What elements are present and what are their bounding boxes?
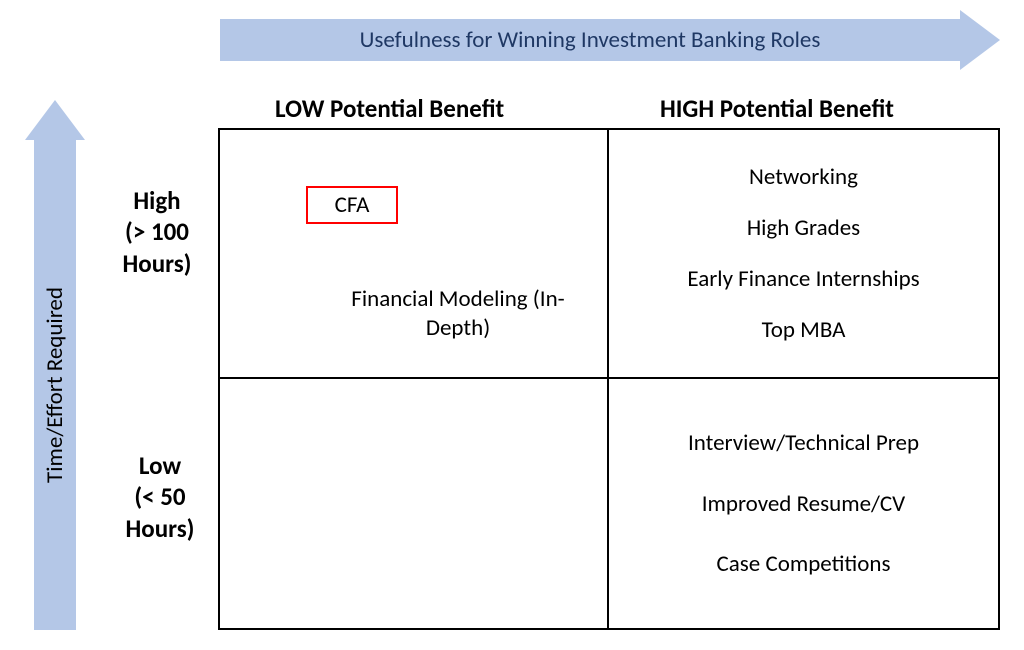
cell-low-effort-high-benefit: Interview/Technical Prep Improved Resume… xyxy=(609,379,998,628)
cell-high-effort-low-benefit: CFA Financial Modeling (In-Depth) xyxy=(220,130,609,377)
y-axis-label: Time/Effort Required xyxy=(41,287,69,483)
cell-low-effort-low-benefit xyxy=(220,379,609,628)
arrow-right-icon xyxy=(960,10,1000,70)
matrix-row-low-effort: Interview/Technical Prep Improved Resume… xyxy=(220,379,998,628)
item-early-internships: Early Finance Internships xyxy=(687,265,919,293)
item-top-mba: Top MBA xyxy=(762,316,846,344)
column-header-low-benefit: LOW Potential Benefit xyxy=(275,93,504,124)
matrix-grid: CFA Financial Modeling (In-Depth) Networ… xyxy=(218,128,1000,630)
row-label-high-effort: High(> 100 Hours) xyxy=(102,185,212,279)
highlighted-item-cfa: CFA xyxy=(306,186,398,224)
x-axis-arrow-body: Usefulness for Winning Investment Bankin… xyxy=(220,19,960,61)
item-resume-cv: Improved Resume/CV xyxy=(702,490,905,518)
y-axis-arrow-body: Time/Effort Required xyxy=(34,140,76,630)
item-interview-prep: Interview/Technical Prep xyxy=(688,429,919,457)
item-high-grades: High Grades xyxy=(747,214,860,242)
item-networking: Networking xyxy=(749,163,858,191)
x-axis-label: Usefulness for Winning Investment Bankin… xyxy=(360,26,821,54)
item-financial-modeling: Financial Modeling (In-Depth) xyxy=(328,285,588,343)
cell-high-effort-high-benefit: Networking High Grades Early Finance Int… xyxy=(609,130,998,377)
item-case-competitions: Case Competitions xyxy=(717,550,891,578)
column-header-high-benefit: HIGH Potential Benefit xyxy=(660,93,894,124)
x-axis-arrow: Usefulness for Winning Investment Bankin… xyxy=(220,10,1000,70)
y-axis-arrow: Time/Effort Required xyxy=(25,100,85,630)
row-label-low-effort: Low(< 50 Hours) xyxy=(105,450,215,544)
arrow-up-icon xyxy=(25,100,85,140)
matrix-row-high-effort: CFA Financial Modeling (In-Depth) Networ… xyxy=(220,130,998,379)
